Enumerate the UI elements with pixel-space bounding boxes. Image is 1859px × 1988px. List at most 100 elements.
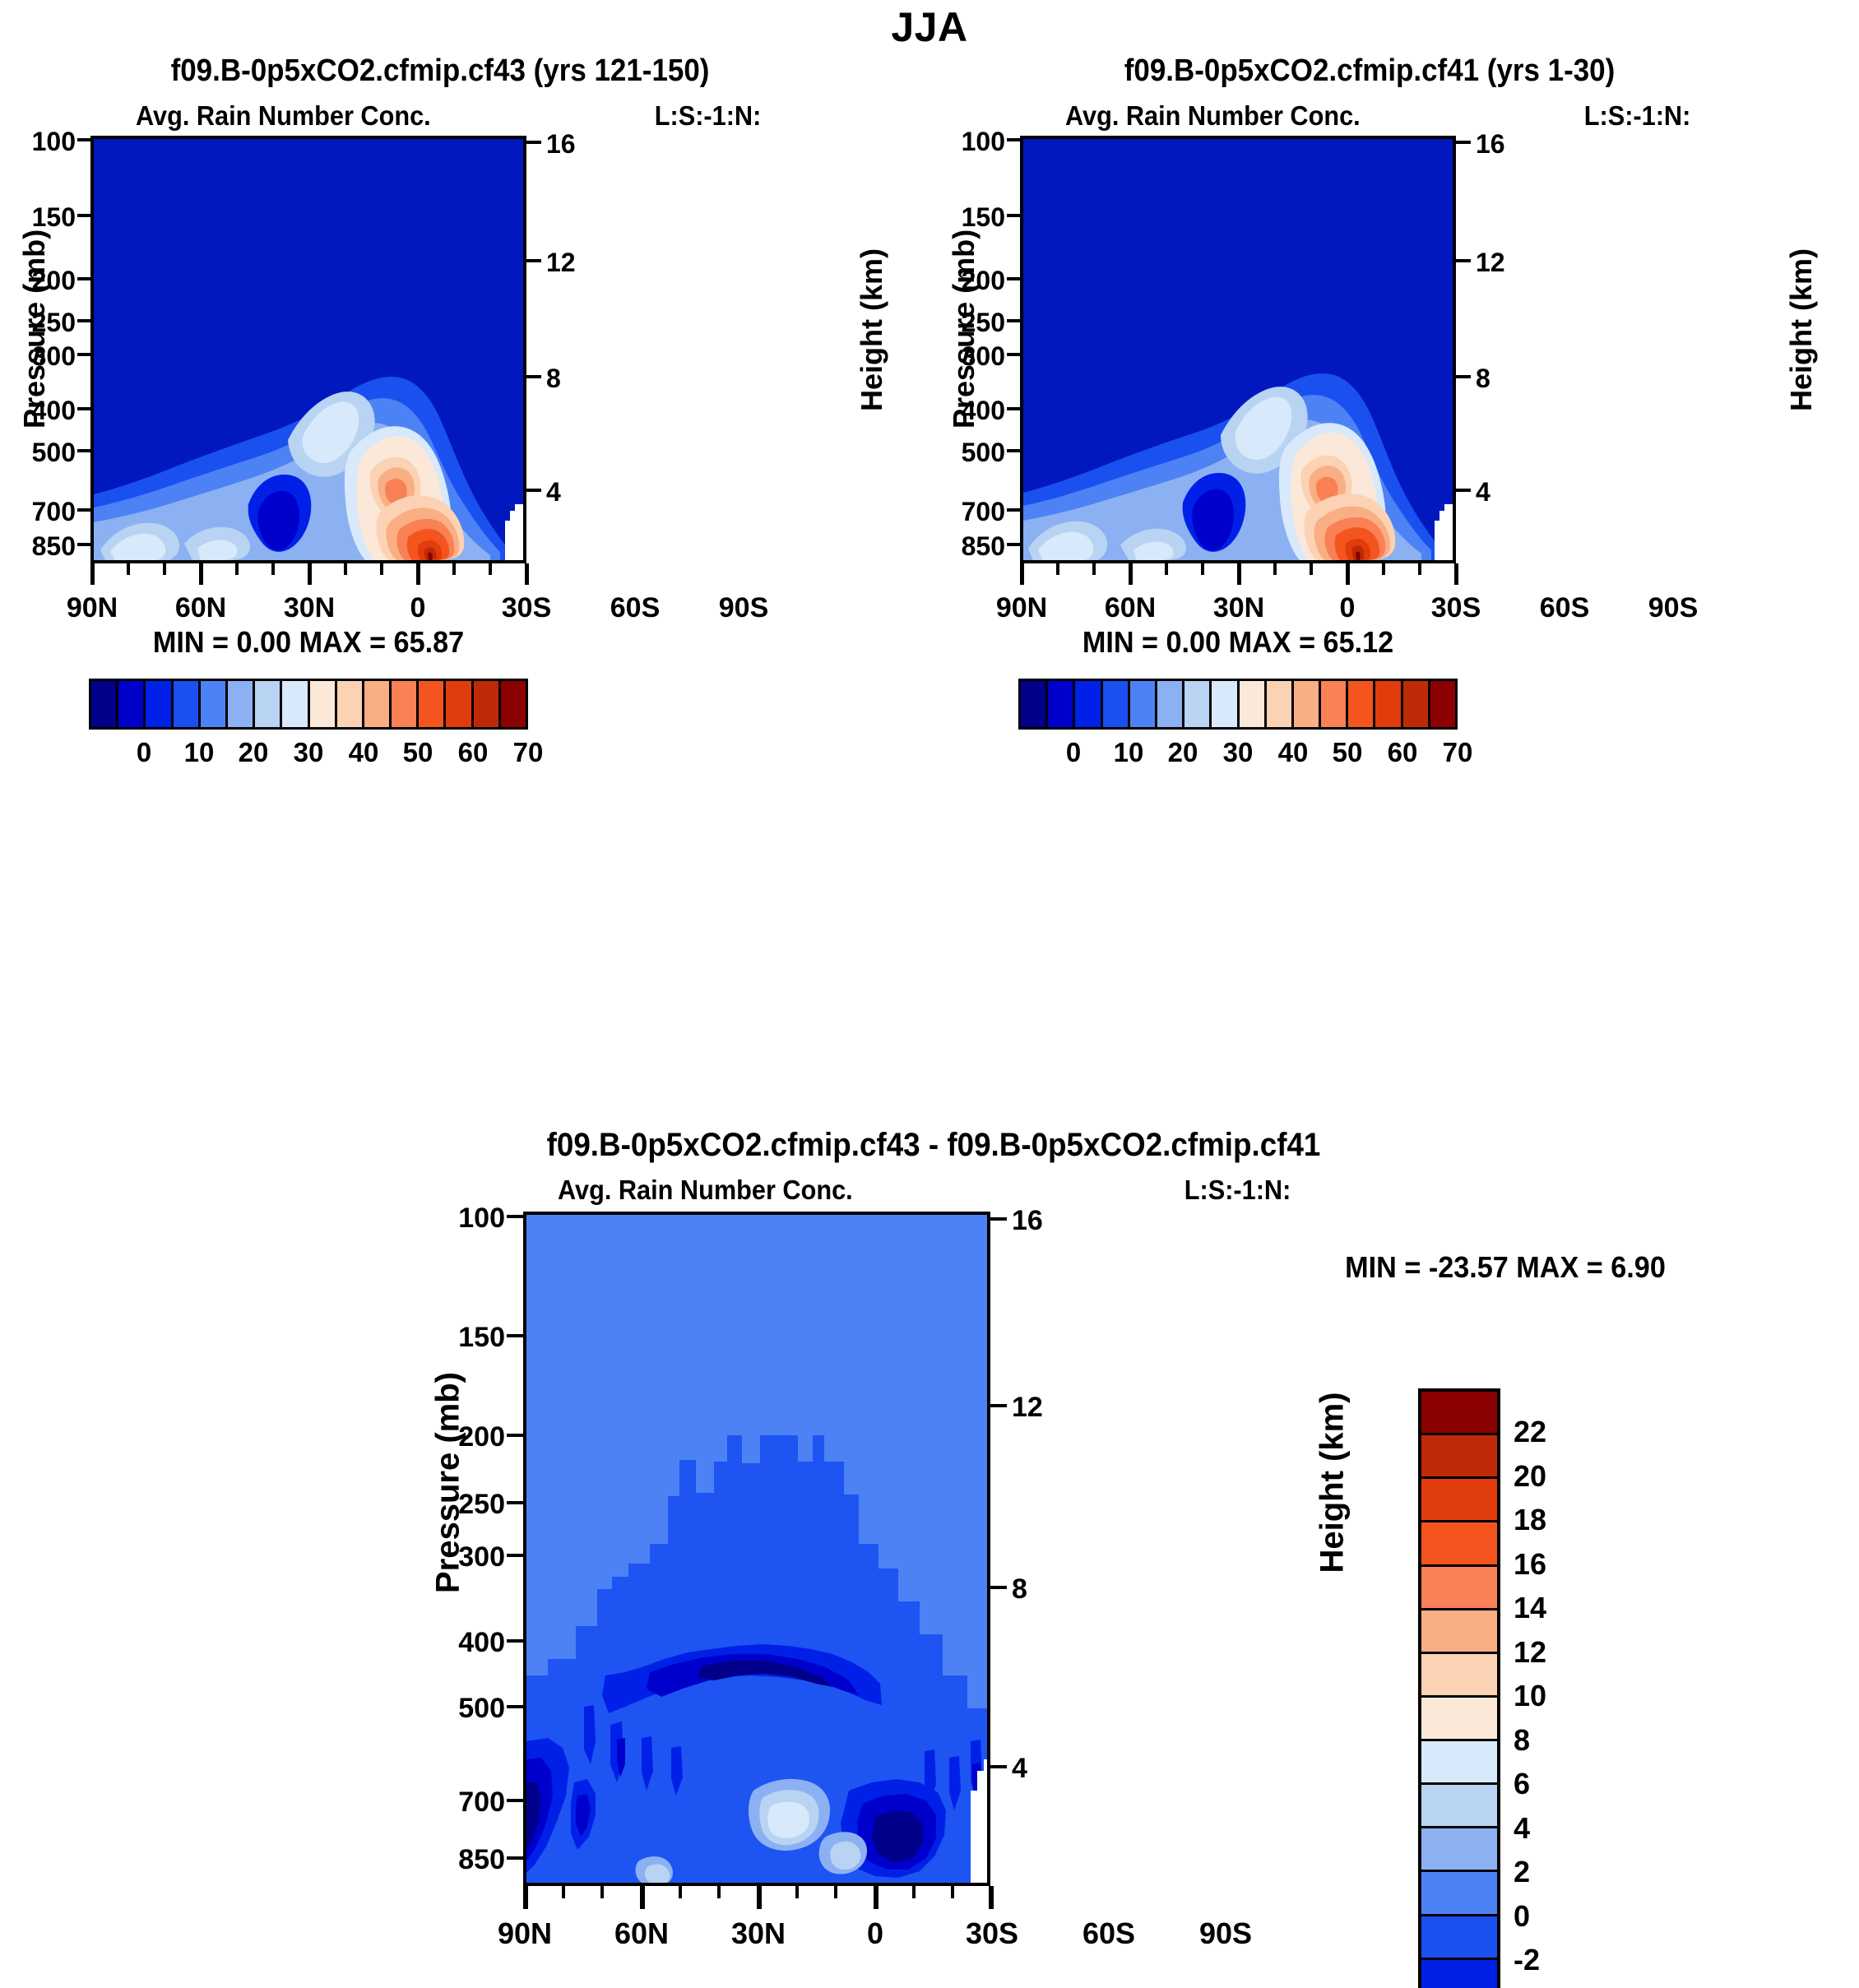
panel-cf41-subtitle-left: Avg. Rain Number Conc. bbox=[1065, 100, 1361, 131]
ytick-mark bbox=[507, 1554, 523, 1557]
colorbar-cell bbox=[1293, 681, 1322, 727]
cbar-label-4: 4 bbox=[1514, 1811, 1531, 1845]
colorbar-cell bbox=[364, 681, 392, 727]
ytick-right-mark bbox=[526, 141, 541, 144]
xtick-minor bbox=[271, 563, 275, 575]
ytick-300: 300 bbox=[961, 341, 1005, 371]
colorbar-cell bbox=[1239, 681, 1267, 727]
ytick-mark bbox=[1007, 214, 1022, 217]
ytick-right-mark bbox=[990, 1586, 1007, 1589]
colorbar-cell bbox=[1421, 1392, 1497, 1436]
colorbar-cell bbox=[1421, 1872, 1497, 1916]
ytick-mark bbox=[77, 214, 92, 217]
panel-cf41-contours bbox=[1023, 139, 1453, 560]
colorbar-cell bbox=[146, 681, 174, 727]
xtick-90S: 90S bbox=[1198, 1916, 1253, 1950]
xtick-major bbox=[989, 1886, 994, 1909]
xtick-30S: 30S bbox=[965, 1916, 1019, 1950]
xtick-60N: 60N bbox=[1104, 592, 1157, 623]
panel-cf43-plot bbox=[90, 136, 526, 563]
cbar-label-60: 60 bbox=[457, 737, 489, 767]
xtick-major bbox=[1454, 563, 1458, 585]
ytick-right-8: 8 bbox=[546, 364, 561, 393]
ytick-mark bbox=[1007, 319, 1022, 322]
ytick-250: 250 bbox=[458, 1489, 505, 1520]
ytick-mark bbox=[77, 277, 92, 280]
xtick-60S: 60S bbox=[610, 592, 661, 623]
xtick-30N: 30N bbox=[283, 592, 336, 623]
cbar-label-10: 10 bbox=[1113, 737, 1144, 767]
colorbar-cell bbox=[1430, 681, 1455, 727]
xtick-minor bbox=[1310, 563, 1313, 575]
cbar-label-40: 40 bbox=[1277, 737, 1309, 767]
ytick-500: 500 bbox=[31, 438, 76, 467]
ytick-500: 500 bbox=[458, 1693, 505, 1724]
xtick-major bbox=[640, 1886, 645, 1909]
ytick-850: 850 bbox=[961, 531, 1005, 561]
panel-cf41-subtitle-right: L:S:-1:N: bbox=[1583, 100, 1690, 131]
ytick-700: 700 bbox=[961, 497, 1005, 526]
xtick-minor bbox=[235, 563, 239, 575]
ytick-250: 250 bbox=[961, 308, 1005, 337]
panel-diff-plot bbox=[523, 1212, 990, 1886]
ytick-mark bbox=[1007, 449, 1022, 452]
colorbar-cell bbox=[227, 681, 256, 727]
ytick-right-mark bbox=[990, 1765, 1007, 1768]
colorbar-cell bbox=[1075, 681, 1103, 727]
panel-diff: f09.B-0p5xCO2.cfmip.cf43 - f09.B-0p5xCO2… bbox=[362, 1127, 1859, 1988]
xtick-60N: 60N bbox=[174, 592, 227, 623]
colorbar-cell bbox=[1157, 681, 1185, 727]
cbar-label-12: 12 bbox=[1514, 1635, 1547, 1669]
panel-cf43-ylabel-right: Height (km) bbox=[855, 248, 888, 411]
colorbar-cell bbox=[282, 681, 310, 727]
ytick-mark bbox=[1007, 407, 1022, 410]
cbar-label-60: 60 bbox=[1387, 737, 1418, 767]
xtick-major bbox=[90, 563, 95, 585]
cbar-label-0: 0 bbox=[1514, 1899, 1531, 1933]
cbar-label-40: 40 bbox=[348, 737, 379, 767]
xtick-major bbox=[1346, 563, 1350, 585]
colorbar-cell bbox=[1421, 1610, 1497, 1654]
colorbar-cell bbox=[1348, 681, 1376, 727]
ytick-mark bbox=[507, 1856, 523, 1860]
colorbar-cell bbox=[173, 681, 201, 727]
xtick-minor bbox=[1201, 563, 1204, 575]
panel-cf43-contours bbox=[94, 139, 523, 560]
ytick-700: 700 bbox=[31, 497, 76, 526]
xtick-major bbox=[757, 1886, 762, 1909]
xtick-minor bbox=[1273, 563, 1277, 575]
ytick-850: 850 bbox=[458, 1844, 505, 1875]
colorbar-cell bbox=[1421, 1522, 1497, 1567]
cbar-label-70: 70 bbox=[512, 737, 544, 767]
xtick-minor bbox=[834, 1886, 837, 1898]
ytick-right-4: 4 bbox=[546, 477, 561, 507]
cbar-label-20: 20 bbox=[1167, 737, 1198, 767]
ytick-200: 200 bbox=[31, 266, 76, 295]
ytick-right-mark bbox=[1456, 489, 1471, 492]
ytick-mark bbox=[1007, 508, 1022, 512]
ytick-right-mark bbox=[526, 375, 541, 378]
panel-diff-subtitle-right: L:S:-1:N: bbox=[1184, 1175, 1291, 1205]
colorbar-cell bbox=[1212, 681, 1240, 727]
xtick-minor bbox=[452, 563, 456, 575]
xtick-minor bbox=[795, 1886, 799, 1898]
colorbar-cell bbox=[446, 681, 474, 727]
ytick-200: 200 bbox=[458, 1421, 505, 1453]
ytick-right-mark bbox=[1456, 141, 1471, 144]
xtick-30N: 30N bbox=[1212, 592, 1265, 623]
ytick-200: 200 bbox=[961, 266, 1005, 295]
cbar-label-30: 30 bbox=[293, 737, 324, 767]
xtick-90S: 90S bbox=[1648, 592, 1699, 623]
panel-cf43-colorbar bbox=[89, 679, 528, 730]
figure-supertitle: JJA bbox=[891, 4, 968, 50]
ytick-right-8: 8 bbox=[1476, 364, 1490, 393]
xtick-minor bbox=[562, 1886, 565, 1898]
xtick-minor bbox=[1382, 563, 1385, 575]
xtick-minor bbox=[127, 563, 130, 575]
cbar-label-0: 0 bbox=[1065, 737, 1082, 767]
ytick-mark bbox=[77, 353, 92, 356]
ytick-400: 400 bbox=[961, 396, 1005, 425]
cbar-label-2: 2 bbox=[1514, 1855, 1531, 1888]
cbar-label-70: 70 bbox=[1442, 737, 1473, 767]
